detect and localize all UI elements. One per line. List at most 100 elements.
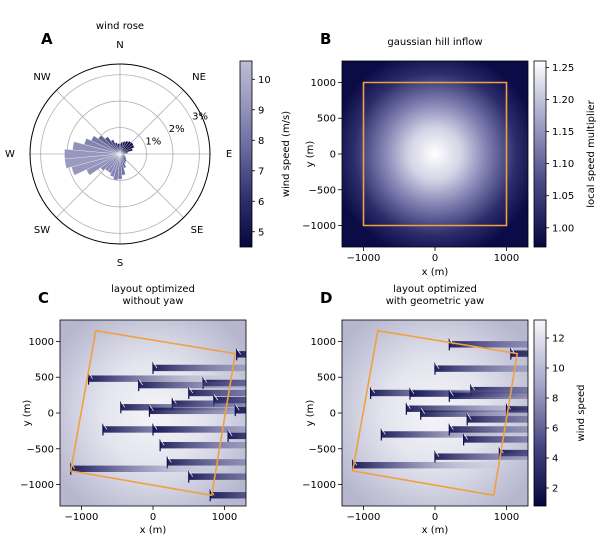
turbine-blade: [88, 372, 93, 379]
rose-bar: [110, 139, 121, 155]
panel-a-letter: A: [41, 30, 53, 48]
rose-radial-tick-label: 1%: [145, 137, 161, 148]
colorbar-a-tick-label: 6: [258, 197, 264, 208]
y-tick-label: 0: [330, 150, 336, 161]
panel-c: C layout optimized without yaw −1000 0 100…: [20, 284, 247, 536]
turbine-blade: [167, 456, 172, 463]
colorbar-b-tick-label: 1.00: [552, 223, 574, 234]
colorbar-b-tick-label: 1.25: [552, 63, 574, 74]
wakes-d: [352, 338, 528, 472]
wake: [506, 406, 528, 413]
panel-b-xlabel: x (m): [422, 267, 449, 278]
x-tick-label: 0: [432, 253, 438, 264]
y-tick-label: 1000: [311, 337, 336, 348]
rose-direction-label: NW: [33, 72, 50, 83]
rose-bar: [98, 135, 121, 155]
wake: [153, 364, 246, 372]
panel-c-ylabel: y (m): [22, 400, 33, 427]
wake: [510, 350, 528, 357]
wake: [138, 381, 246, 389]
site-boundary-c: [69, 329, 237, 497]
colorbar-d-tick-label: 2: [552, 484, 558, 495]
y-tick-label: 0: [48, 409, 54, 420]
colorbar-a-tick-label: 8: [258, 136, 264, 147]
y-tick-label: −1000: [20, 480, 54, 491]
colorbar-d-tick-label: 4: [552, 454, 558, 465]
turbine-blade: [470, 383, 476, 391]
colorbar-d: [533, 319, 547, 507]
turbine-blade: [152, 423, 158, 430]
turbine-blade: [213, 393, 219, 401]
wake: [352, 462, 503, 469]
y-tick-label: −500: [27, 444, 54, 455]
axes-b-ticks: −1000 0 1000 1000 500 0 −500 −1000: [302, 78, 519, 264]
x-tick-label: −1000: [347, 253, 381, 264]
x-tick-label: 0: [150, 512, 156, 523]
colorbar-d-ticks: 12 10 8 6 4 2: [546, 334, 565, 495]
rose-bar: [64, 148, 121, 160]
colorbar-a-tick-label: 9: [258, 105, 264, 116]
wake: [210, 492, 246, 499]
colorbar-b-ticks: 1.25 1.20 1.15 1.10 1.05 1.00: [546, 63, 574, 234]
rose-bar: [84, 138, 121, 155]
wake: [160, 441, 246, 449]
rose-grid-spoke: [119, 153, 184, 218]
rose-bar: [117, 143, 121, 155]
y-tick-label: 1000: [311, 78, 336, 89]
rose-bar: [119, 144, 135, 155]
panel-a-title: wind rose: [96, 21, 144, 32]
wake: [467, 416, 528, 423]
rose-bar: [91, 135, 121, 155]
wake: [420, 410, 528, 417]
rose-bar: [104, 136, 121, 155]
rose-radial-tick-label: 3%: [192, 112, 208, 123]
turbine-blade: [434, 362, 440, 369]
wake: [213, 396, 246, 404]
colorbar-a-tick-label: 5: [258, 227, 264, 238]
turbine-blade: [449, 389, 454, 397]
panel-b-letter: B: [320, 30, 331, 48]
panel-c-xlabel: x (m): [140, 525, 167, 536]
turbine-blade: [463, 433, 468, 440]
panel-d-letter: D: [320, 289, 332, 307]
colorbar-d-tick-label: 10: [552, 364, 565, 375]
turbine-blade: [120, 401, 126, 408]
wake: [406, 405, 528, 412]
turbine-blade: [409, 387, 415, 394]
turbine-blade: [138, 378, 143, 386]
colorbar-b-tick-label: 1.05: [552, 191, 574, 202]
wake: [463, 436, 528, 443]
rose-direction-label: NE: [192, 72, 206, 83]
colorbar-d-tick-label: 8: [552, 394, 558, 405]
turbine-blade: [449, 423, 454, 430]
turbine-blade: [159, 438, 165, 446]
rose-direction-label: SW: [34, 225, 50, 236]
y-tick-label: 500: [317, 114, 336, 125]
y-tick-label: 500: [35, 373, 54, 384]
y-tick-label: 0: [330, 409, 336, 420]
rose-bar: [119, 148, 133, 155]
turbine-blade: [420, 407, 425, 414]
colorbar-d-tick-label: 6: [552, 424, 558, 435]
wake: [88, 375, 239, 382]
wake: [449, 341, 528, 348]
turbine-blade: [227, 429, 233, 437]
x-tick-label: −1000: [347, 512, 381, 523]
panel-c-title-2: without yaw: [123, 296, 184, 307]
colorbar-b-tick-label: 1.10: [552, 159, 574, 170]
wake: [235, 406, 246, 414]
wake: [172, 400, 246, 407]
rose-outline: [29, 63, 211, 245]
turbine-blade: [188, 470, 194, 477]
colorbar-b-label: local speed multiplier: [586, 99, 597, 207]
axes-d-ticks: −1000 0 1000 1000 500 0 −500 −1000: [302, 337, 519, 523]
rose-bar: [119, 142, 134, 155]
site-boundary-b: [362, 81, 508, 227]
panel-d-ylabel: y (m): [305, 400, 316, 427]
rose-direction-label: W: [5, 149, 15, 160]
turbine-blade: [381, 428, 386, 435]
wake: [188, 389, 246, 397]
wake: [499, 449, 528, 457]
rose-labels: N NE E SE S SW W NW 1% 2% 3%: [5, 40, 232, 269]
wake: [120, 404, 246, 411]
